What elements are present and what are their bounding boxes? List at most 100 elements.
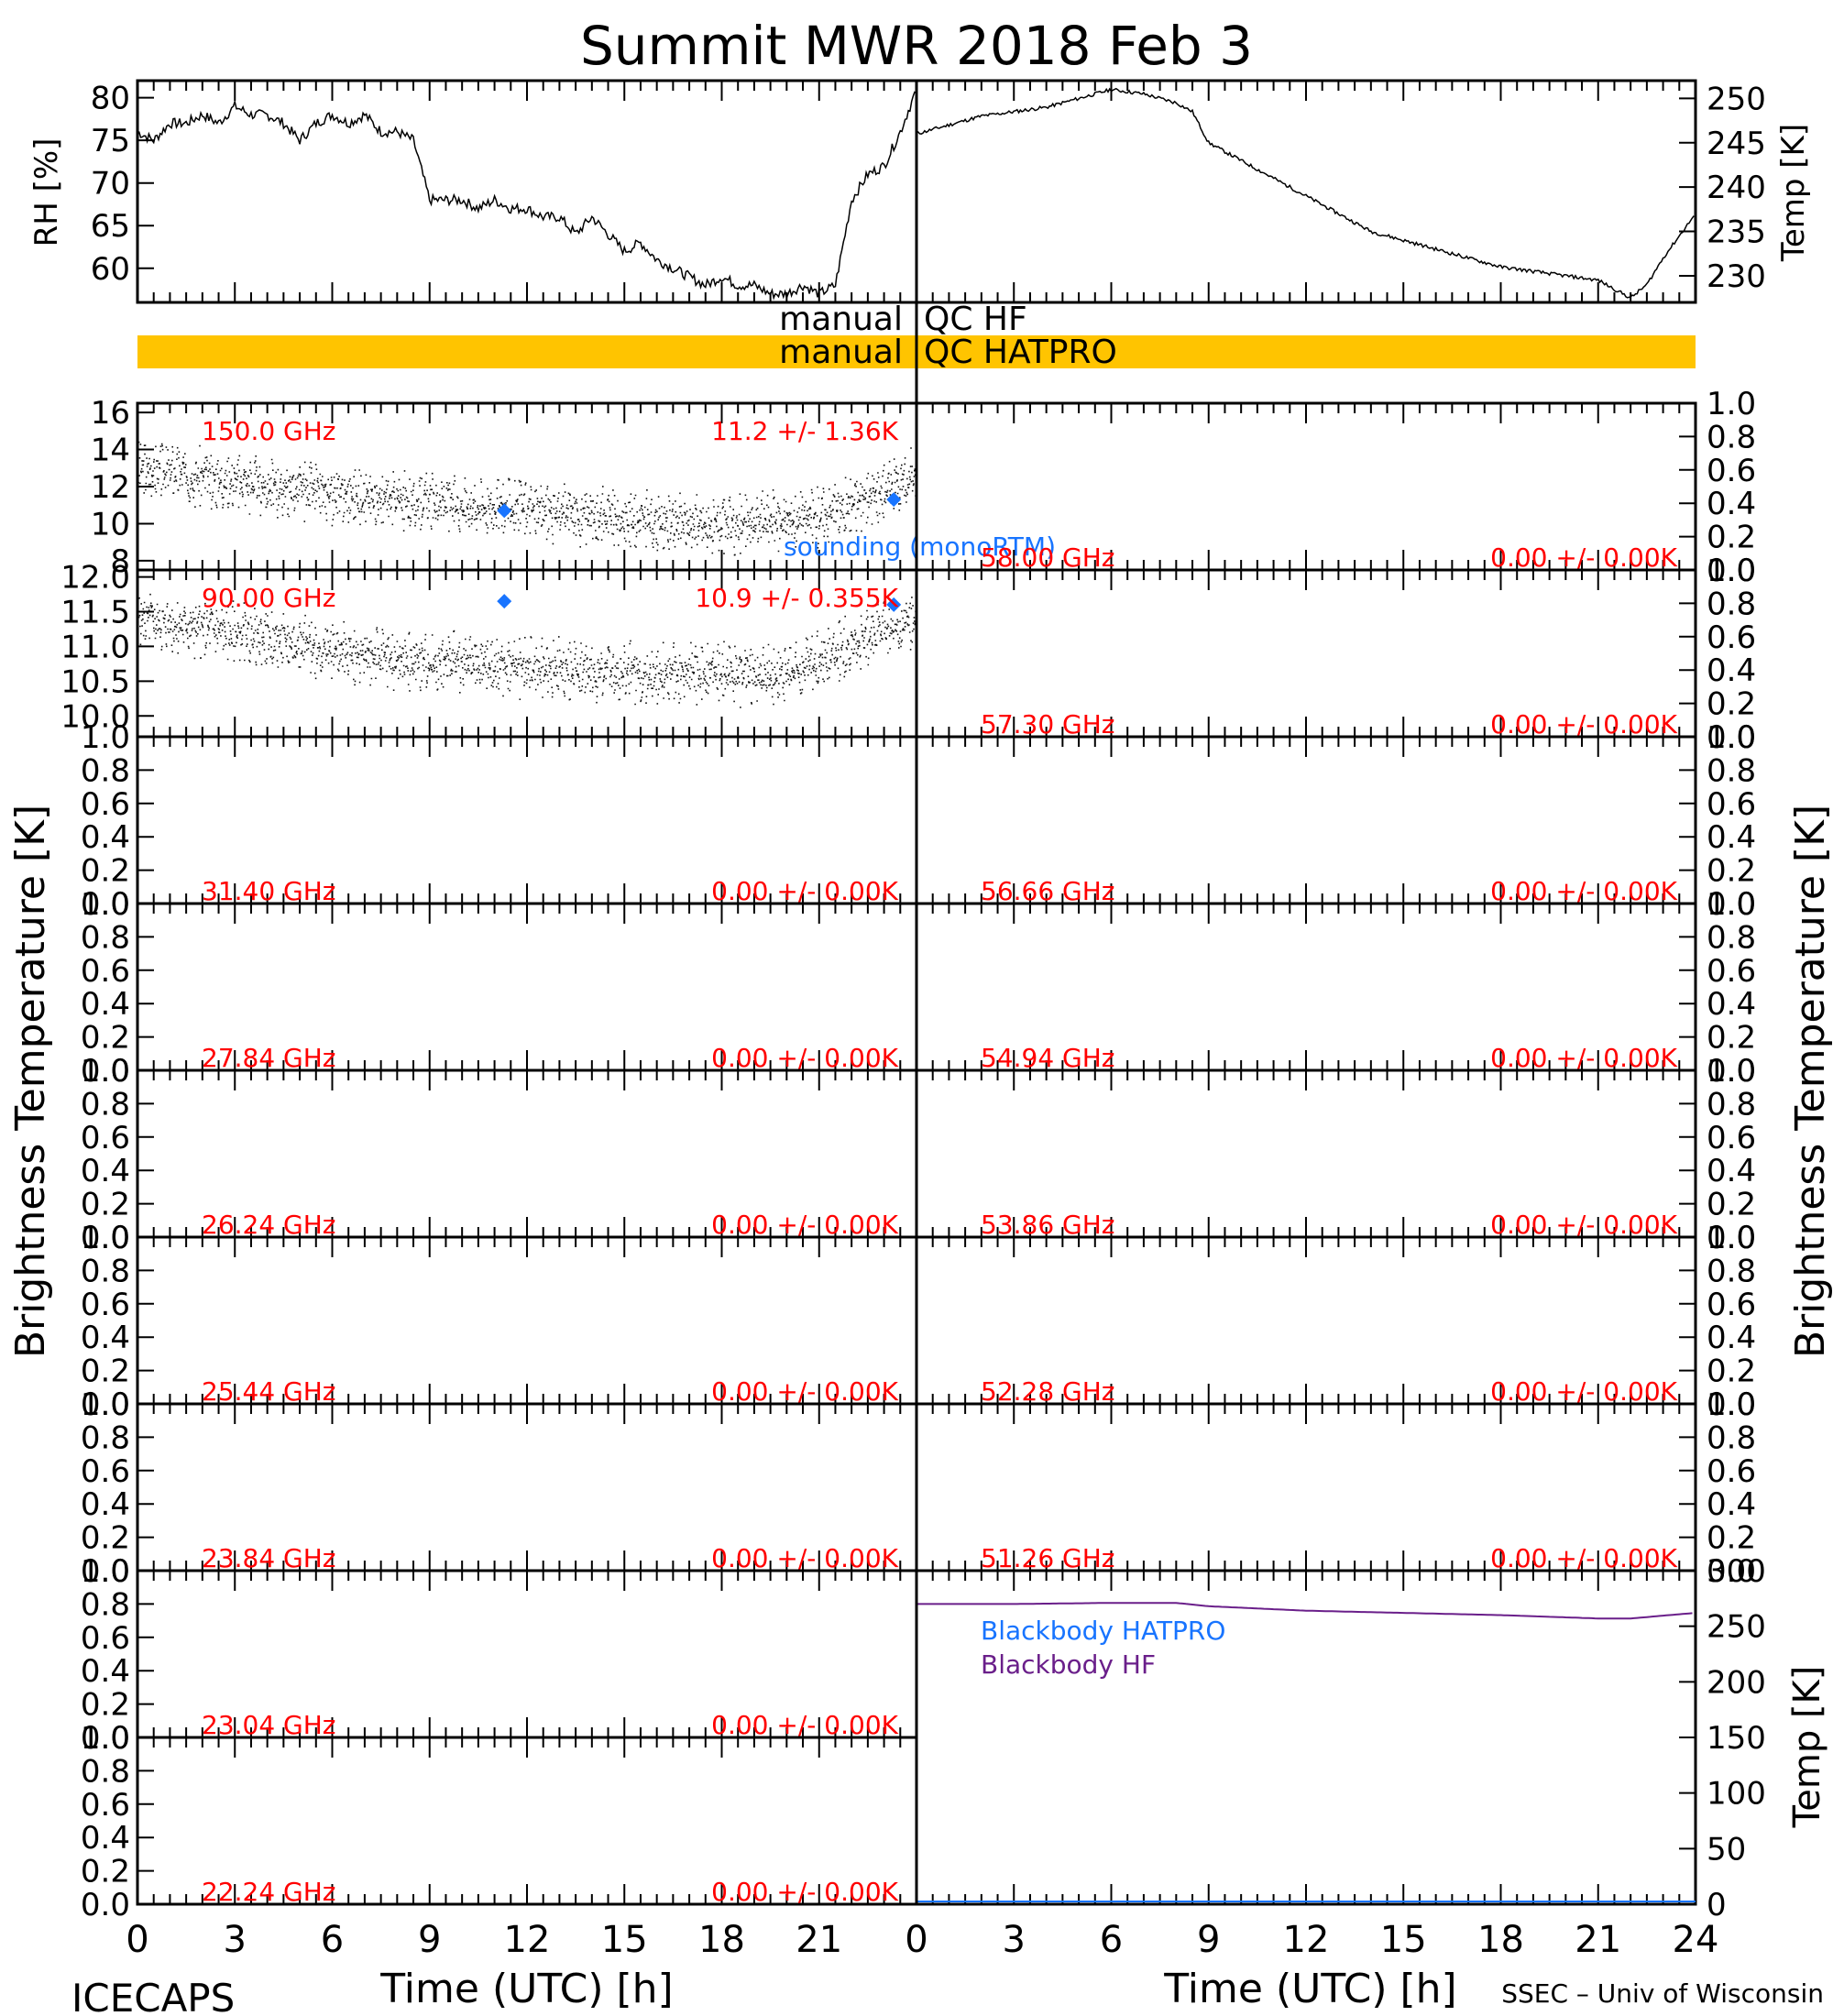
y-tick-label: 0.0 [1707,1053,1756,1090]
y-tick-label: 0.6 [1707,786,1756,823]
x-tick-label: 9 [1197,1919,1220,1961]
qc-hf-label-right: QC HF [924,301,1027,338]
y-tick-label: 0.8 [81,1253,130,1289]
y-tick-label: 0.6 [81,1787,130,1824]
stat-label: 0.00 +/- 0.00K [1490,542,1677,573]
blackbody-ylabel: Temp [K] [1786,1666,1828,1829]
stat-label: 0.00 +/- 0.00K [711,1210,898,1240]
y-tick-label: 0.0 [1707,1220,1756,1256]
blackbody-panel: 0 50 100 150 200 250 300 Blackbody HATPROBlackb… [915,1553,1828,1923]
y-tick-label: 0.6 [1707,953,1756,990]
y-tick-label: 1.0 [81,1220,130,1256]
y-tick-label: 0.8 [1707,1086,1756,1123]
y-tick-label: 0.2 [1707,1020,1756,1057]
y-tick-label: 0.2 [1707,1187,1756,1223]
freq-label: 22.24 GHz [202,1877,336,1907]
y-tick-label: 0.6 [81,1453,130,1490]
y-tick-label: 0.4 [1707,652,1756,689]
stat-label: 0.00 +/- 0.00K [711,1376,898,1407]
stat-label: 0.00 +/- 0.00K [1490,1043,1677,1073]
y-tick-label: 0.6 [81,1120,130,1156]
stat-label: 0.00 +/- 0.00K [1490,1210,1677,1240]
y-tick-label: 1.0 [81,1053,130,1090]
stat-label: 0.00 +/- 0.00K [1490,1376,1677,1407]
y-tick-label: 0.2 [81,1353,130,1390]
sounding-note: sounding (monoRTM) [784,531,1056,562]
x-tick-label: 6 [321,1919,344,1961]
qc-panel: manual QC HF manual QC HATPRO [137,301,1696,371]
freq-label: 23.04 GHz [202,1710,336,1740]
freq-label: 31.40 GHz [202,876,336,906]
x-tick-label: 6 [1100,1919,1123,1961]
panel-ch2224: 0.00.20.40.60.81.022.24 GHz 0.00 +/- 0.00… [81,1720,918,1923]
freq-label: 58.00 GHz [981,542,1115,573]
tb-scatter [137,441,918,556]
x-tick-label: 3 [1003,1919,1026,1961]
y-tick-label: 0.6 [81,1620,130,1657]
y-tick-label: 1.0 [1707,1386,1756,1423]
y-tick-label: 0.4 [1707,819,1756,856]
y-tick-label: 0.0 [81,1220,130,1256]
y-tick-label: 0.0 [1707,719,1756,756]
y-tick-label: 0.4 [1707,486,1756,522]
x-tick-label: 9 [418,1919,441,1961]
y-tick-label: 235 [1707,214,1766,251]
y-tick-label: 0.2 [81,1520,130,1557]
freq-label: 26.24 GHz [202,1210,336,1240]
sounding-point [886,597,902,612]
freq-label: 53.86 GHz [981,1210,1115,1240]
y-tick-label: 0.2 [1707,853,1756,890]
panel-ch5386: 0.00.20.40.60.81.053.86 GHz 0.00 +/- 0.00… [915,1053,1756,1256]
y-tick-label: 0.8 [81,1419,130,1456]
y-tick-label: 14 [91,433,130,469]
x-tick-label: 15 [1380,1919,1427,1961]
stat-label: 0.00 +/- 0.00K [711,876,898,906]
y-tick-label: 1.0 [1707,553,1756,589]
y-tick-label: 0.0 [1707,1553,1756,1590]
blackbody-hf-line [916,1602,1693,1620]
xlabel-left: Time (UTC) [h] [379,1966,673,2012]
y-tick-label: 250 [1707,1609,1766,1646]
x-tick-label: 0 [905,1919,927,1961]
sounding-point [497,594,512,609]
y-tick-label: 1.0 [81,719,130,756]
y-tick-label: 0.0 [81,1720,130,1757]
freq-label: 56.66 GHz [981,876,1115,906]
qc-hf-label-left: manual [779,301,903,338]
freq-label: 54.94 GHz [981,1043,1115,1073]
y-tick-label: 1.0 [1707,1220,1756,1256]
panel-ch5730: 0.00.20.40.60.81.057.30 GHz 0.00 +/- 0.00… [915,553,1756,756]
legend-hatpro: Blackbody HATPRO [981,1616,1225,1646]
footer-right: SSEC – Univ of Wisconsin [1501,1978,1824,2009]
y-tick-label: 0.8 [81,1086,130,1123]
x-tick-label: 24 [1673,1919,1719,1961]
y-tick-label: 0.4 [1707,986,1756,1023]
y-tick-label: 0.6 [1707,619,1756,656]
sounding-point [497,503,512,519]
y-tick-label: 100 [1707,1776,1766,1813]
sounding-point [886,492,902,508]
y-tick-label: 0.8 [81,752,130,789]
y-tick-label: 250 [1707,81,1766,117]
y-tick-label: 0.2 [81,1854,130,1890]
y-tick-label: 0.4 [1707,1486,1756,1523]
stat-label: 0.00 +/- 0.00K [1490,876,1677,906]
freq-label: 57.30 GHz [981,709,1115,740]
y-tick-label: 10.5 [60,663,130,700]
y-tick-label: 1.0 [81,1553,130,1590]
qc-hatpro-label-right: QC HATPRO [924,334,1117,371]
y-tick-label: 0.8 [1707,586,1756,622]
y-tick-label: 0.0 [81,1887,130,1923]
freq-label: 25.44 GHz [202,1376,336,1407]
y-tick-label: 0.4 [81,1486,130,1523]
x-tick-label: 3 [224,1919,247,1961]
y-tick-label: 0.6 [81,786,130,823]
freq-label: 90.00 GHz [202,583,336,613]
x-tick-label: 15 [601,1919,648,1961]
y-tick-label: 0.0 [81,886,130,923]
y-tick-label: 0.6 [1707,453,1756,489]
freq-label: 52.28 GHz [981,1376,1115,1407]
y-tick-label: 0.4 [1707,1153,1756,1189]
